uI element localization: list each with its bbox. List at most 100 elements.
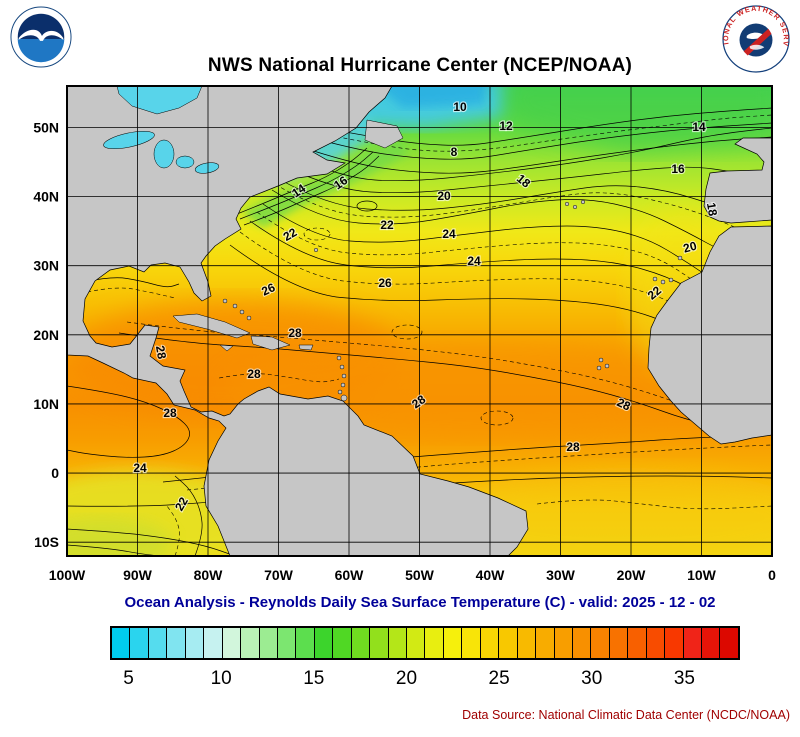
- bahamas: [222, 298, 252, 321]
- colorbar-segment: [701, 628, 720, 658]
- europe-landmass: [703, 137, 772, 224]
- svg-text:10N: 10N: [33, 396, 59, 412]
- colorbar-segment: [664, 628, 683, 658]
- cuba: [172, 313, 251, 339]
- svg-text:20: 20: [437, 189, 451, 203]
- svg-text:28: 28: [288, 326, 302, 340]
- colorbar-tick-label: 25: [488, 668, 510, 689]
- svg-text:20W: 20W: [617, 567, 647, 583]
- svg-text:24: 24: [133, 461, 147, 475]
- eddy-contours: [303, 200, 514, 426]
- colorbar-segment: [645, 628, 665, 658]
- svg-text:40N: 40N: [33, 189, 59, 205]
- great-lakes: [103, 131, 220, 174]
- colorbar-segment: [442, 628, 462, 658]
- map-caption: Ocean Analysis - Reynolds Daily Sea Surf…: [124, 594, 716, 611]
- colorbar-segment: [627, 628, 646, 658]
- colorbar-segment: [406, 628, 425, 658]
- colorbar-segment: [221, 628, 241, 658]
- svg-text:40W: 40W: [476, 567, 506, 583]
- svg-text:28: 28: [247, 367, 261, 381]
- svg-text:90W: 90W: [123, 567, 153, 583]
- colorbar-segment: [184, 628, 204, 658]
- colorbar-segment: [498, 628, 517, 658]
- svg-text:26: 26: [378, 276, 392, 290]
- colorbar-segment: [240, 628, 259, 658]
- colorbar-segment: [332, 628, 351, 658]
- colorbar-segment: [295, 628, 314, 658]
- colorbar-segment: [313, 628, 333, 658]
- svg-text:70W: 70W: [264, 567, 294, 583]
- svg-text:20N: 20N: [33, 327, 59, 343]
- svg-text:100W: 100W: [49, 567, 86, 583]
- colorbar-tick-label: 20: [395, 668, 418, 689]
- colorbar: [110, 626, 740, 660]
- svg-text:50N: 50N: [33, 119, 59, 135]
- colorbar-segment: [369, 628, 388, 658]
- svg-text:10S: 10S: [34, 534, 59, 550]
- colorbar-segment: [682, 628, 701, 658]
- page-title: NWS National Hurricane Center (NCEP/NOAA…: [207, 55, 633, 76]
- colorbar-segment: [608, 628, 628, 658]
- svg-text:10W: 10W: [687, 567, 717, 583]
- svg-text:0: 0: [51, 465, 59, 481]
- puerto-rico: [298, 344, 314, 351]
- svg-text:28: 28: [153, 345, 169, 361]
- colorbar-segment: [553, 628, 572, 658]
- latitude-axis-labels: 50N 40N 30N 20N 10N 0 10S: [33, 119, 59, 550]
- longitude-axis-labels: 100W 90W 80W 70W 60W 50W 40W 30W 20W 10W 0: [49, 567, 776, 583]
- data-source-credit: Data Source: National Climatic Data Cent…: [462, 708, 790, 722]
- colorbar-segment: [479, 628, 499, 658]
- svg-text:60W: 60W: [335, 567, 365, 583]
- jamaica: [219, 344, 234, 352]
- svg-text:28: 28: [566, 440, 580, 454]
- svg-text:14: 14: [692, 120, 706, 134]
- colorbar-segment: [166, 628, 185, 658]
- svg-text:18: 18: [704, 202, 720, 218]
- svg-text:30W: 30W: [546, 567, 576, 583]
- noaa-logo: [10, 6, 72, 68]
- noaa-logo-icon: [10, 6, 72, 68]
- svg-text:50W: 50W: [405, 567, 435, 583]
- colorbar-segment: [387, 628, 406, 658]
- colorbar-segment: [424, 628, 443, 658]
- newfoundland: [364, 119, 404, 149]
- svg-text:28: 28: [163, 406, 177, 420]
- hudson-bay: [116, 86, 203, 115]
- colorbar-segment: [129, 628, 148, 658]
- colorbar-segment: [571, 628, 591, 658]
- colorbar-segment: [203, 628, 222, 658]
- colorbar-segment: [461, 628, 480, 658]
- svg-text:10: 10: [453, 100, 467, 114]
- colorbar-tick-label: 15: [303, 668, 325, 689]
- svg-text:12: 12: [499, 119, 513, 133]
- colorbar-tick-label: 5: [123, 668, 134, 689]
- svg-text:24: 24: [467, 254, 481, 268]
- svg-text:20: 20: [682, 239, 699, 256]
- colorbar-tick-label: 10: [210, 668, 232, 689]
- colorbar-segment: [590, 628, 609, 658]
- colorbar-tick-label: 30: [581, 668, 603, 689]
- colorbar-segment: [276, 628, 296, 658]
- svg-text:0: 0: [768, 567, 776, 583]
- svg-text:30N: 30N: [33, 258, 59, 274]
- hispaniola: [250, 335, 291, 351]
- colorbar-segment: [258, 628, 277, 658]
- americas-landmass: [67, 86, 529, 556]
- svg-text:16: 16: [671, 162, 685, 176]
- colorbar-segment: [535, 628, 554, 658]
- map-frame: [66, 85, 773, 557]
- svg-text:80W: 80W: [194, 567, 224, 583]
- colorbar-segment: [112, 628, 130, 658]
- colorbar-tick-labels: 5 10 15 20 25 30 35: [110, 668, 740, 694]
- atlantic-islands: [313, 199, 683, 371]
- colorbar-segment: [147, 628, 167, 658]
- lesser-antilles: [336, 355, 348, 402]
- colorbar-segment: [719, 628, 738, 658]
- nws-logo-icon: NATIONAL WEATHER SERVICE: [719, 0, 790, 73]
- colorbar-segment: [516, 628, 536, 658]
- svg-text:8: 8: [451, 145, 458, 159]
- graticule-grid: [67, 86, 772, 556]
